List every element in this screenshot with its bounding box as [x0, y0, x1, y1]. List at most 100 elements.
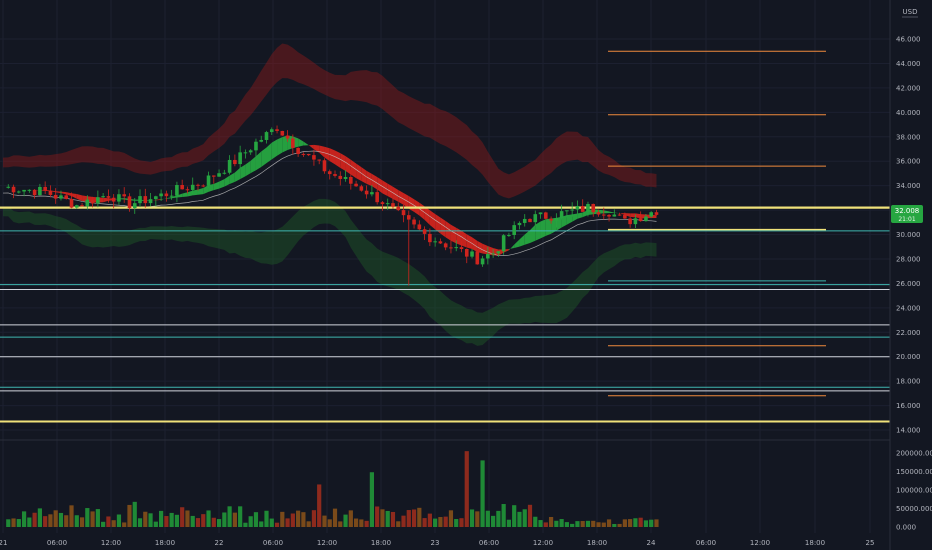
ma-ribbon-segment	[255, 151, 262, 171]
volume-bar	[227, 506, 232, 527]
ma-ribbon-segment	[619, 213, 625, 216]
candle-body	[406, 215, 411, 220]
candles	[6, 125, 659, 286]
volume-bar	[506, 519, 512, 527]
price-tick-label: 18.000	[896, 378, 921, 386]
ma-ribbon-segment	[551, 217, 557, 234]
volume-bar	[533, 516, 538, 527]
volume-bar	[69, 505, 74, 527]
ma-ribbon-segment	[461, 230, 467, 248]
candle-body	[496, 251, 501, 254]
candle-body	[470, 251, 474, 257]
ma-ribbon-segment	[197, 187, 204, 195]
candle-body	[306, 154, 311, 156]
volume-bar	[327, 519, 332, 527]
ma-ribbon-segment	[519, 234, 525, 247]
volume-bar	[21, 511, 27, 527]
candle-body	[385, 203, 390, 205]
price-tick-label: 30.000	[896, 231, 921, 239]
volume-bar	[216, 519, 222, 527]
candle-body	[201, 185, 206, 187]
candle-body	[53, 194, 58, 199]
ma-ribbon-segment	[271, 139, 278, 160]
price-tick-label: 26.000	[896, 280, 921, 288]
candle-body	[565, 210, 569, 212]
ma-ribbon-segment	[566, 214, 573, 225]
volume-bar	[654, 519, 659, 527]
candle-body	[501, 235, 506, 252]
candle-body	[644, 216, 648, 222]
volume-bar	[464, 451, 469, 527]
volume-bar	[285, 518, 290, 527]
candle-body	[380, 202, 385, 205]
volume-bar	[649, 519, 654, 527]
time-axis[interactable]: 21 06:00 12:00 18:00 22 06:00 12:00 18:00 23 06:0…	[0, 539, 874, 547]
volume-bar	[274, 522, 280, 527]
volume-bar	[427, 513, 432, 527]
volume-bar	[601, 522, 606, 527]
candle-body	[517, 222, 522, 226]
ma-ribbon-segment	[524, 230, 530, 245]
candle-body	[612, 214, 617, 217]
candle-body	[243, 152, 248, 154]
volume-bar	[306, 521, 311, 527]
ma-ribbon-segment	[224, 175, 230, 187]
candle-body	[549, 218, 553, 221]
ma-ribbon-segment	[192, 189, 198, 196]
volume-bar	[406, 510, 411, 527]
candle-body	[491, 253, 495, 255]
volume-bar	[201, 514, 206, 527]
volume-bar	[369, 472, 374, 527]
volume-bar	[638, 517, 643, 527]
currency-label[interactable]: USD	[903, 8, 918, 16]
bar-countdown: 21:01	[898, 216, 915, 223]
volume-axis[interactable]: 0.000 50000.000 100000.000 150000.000 200000…	[896, 450, 932, 532]
candle-body	[138, 196, 142, 204]
ma-ribbon-segment	[435, 213, 441, 234]
candle-body	[259, 139, 264, 142]
volume-bar	[606, 519, 612, 527]
candle-body	[475, 251, 480, 265]
candle-body	[370, 192, 374, 195]
time-tick-label: 12:00	[750, 539, 770, 547]
time-tick-label: 24	[647, 539, 656, 547]
volume-bar	[264, 510, 269, 527]
volume-bar	[617, 523, 622, 527]
ma-ribbon-segment	[155, 199, 162, 201]
ma-ribbon-segment	[229, 172, 235, 184]
candle-body	[96, 197, 100, 204]
volume-bar	[311, 510, 317, 527]
volume-bar	[58, 512, 64, 527]
time-tick-label: 22	[215, 539, 224, 547]
ma-ribbon-segment	[630, 213, 636, 218]
volume-bar	[195, 518, 201, 527]
candle-body	[248, 150, 253, 153]
volume-bar	[106, 516, 111, 527]
ma-ribbon-segment	[424, 206, 430, 225]
candle-body	[43, 186, 47, 191]
candle-body	[633, 218, 638, 225]
volume-bar	[554, 520, 559, 527]
candle-body	[654, 212, 659, 215]
volume-bar	[396, 521, 401, 527]
volume-bar	[338, 521, 343, 527]
ma-ribbon-segment	[166, 197, 172, 199]
time-tick-label: 18:00	[587, 539, 607, 547]
candle-body	[180, 185, 184, 190]
time-tick-label: 18:00	[371, 539, 391, 547]
volume-bar	[169, 512, 174, 527]
candle-body	[559, 211, 564, 219]
volume-bar	[543, 522, 548, 527]
price-tick-label: 44.000	[896, 60, 921, 68]
candle-body	[480, 258, 485, 265]
volume-bar	[290, 513, 295, 527]
ma-ribbon-segment	[345, 156, 351, 175]
volume-bars	[6, 451, 659, 527]
volume-bar	[132, 501, 137, 527]
candle-body	[238, 152, 242, 165]
volume-bar	[48, 514, 53, 527]
price-tick-label: 42.000	[896, 84, 921, 92]
volume-bar	[633, 518, 638, 527]
volume-bar	[122, 522, 127, 527]
